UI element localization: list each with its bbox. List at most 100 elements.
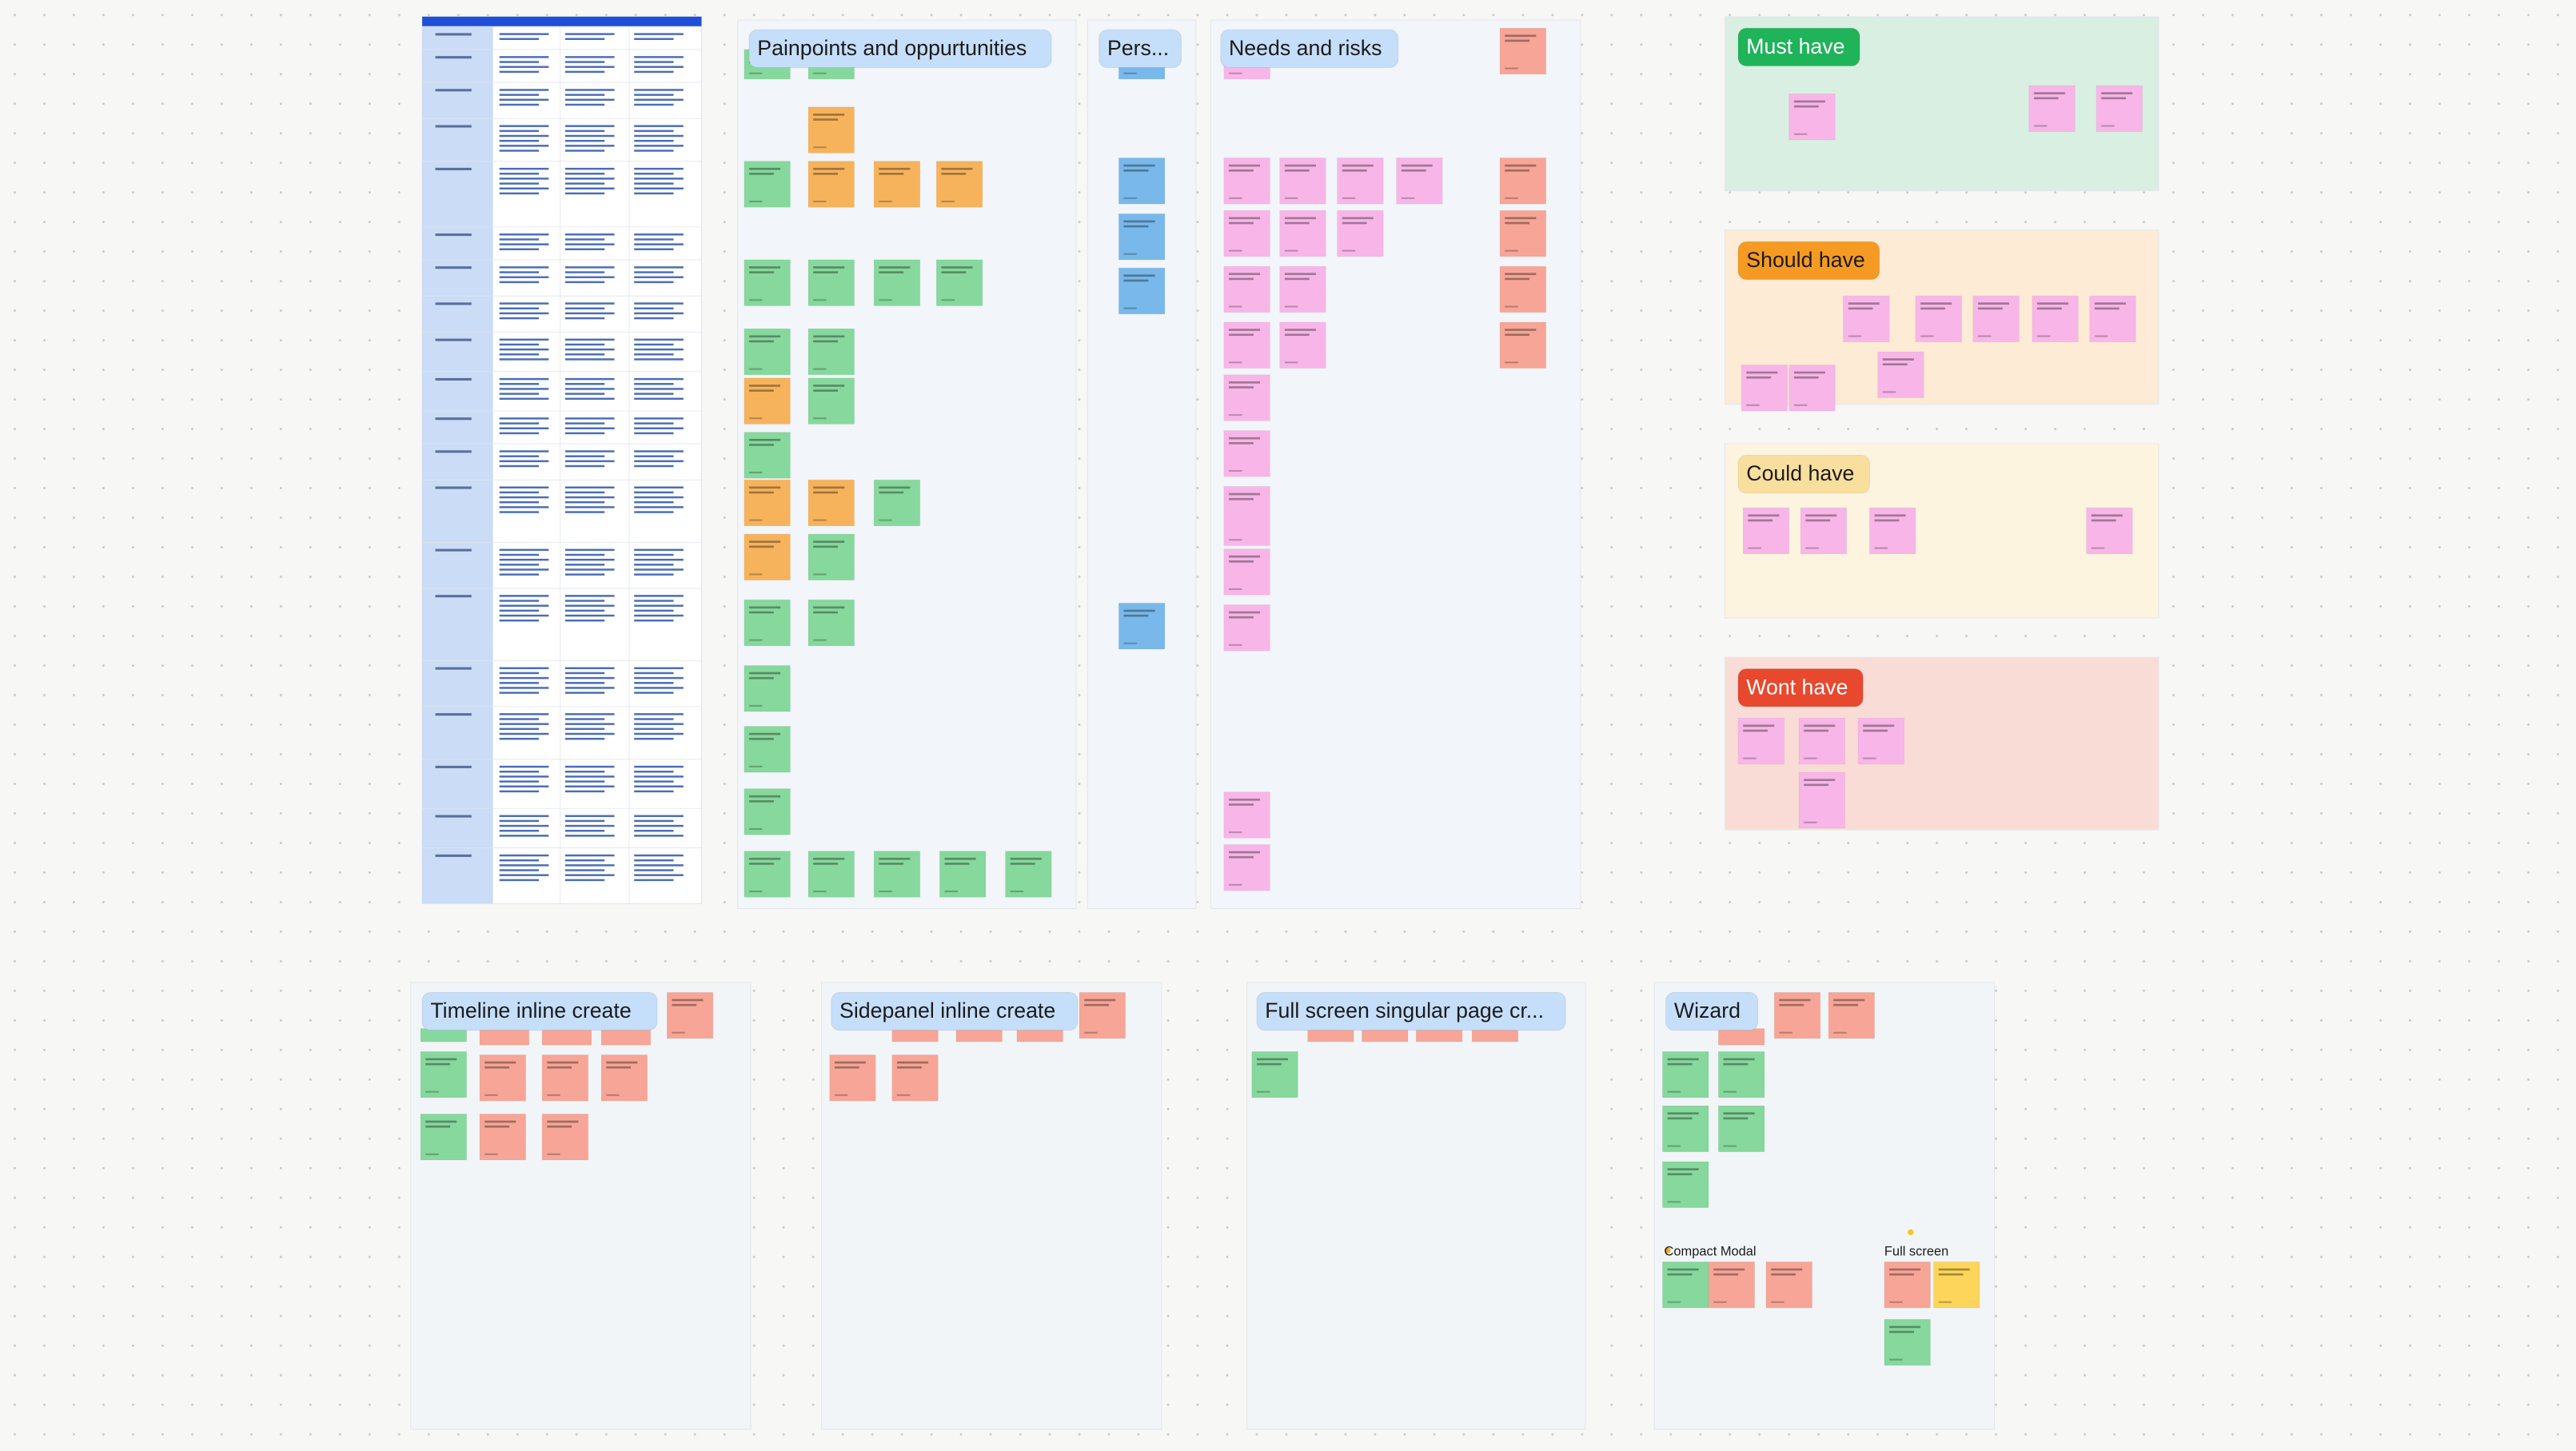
- sticky-note[interactable]: [541, 1028, 592, 1046]
- sticky-note[interactable]: [744, 533, 791, 581]
- sticky-note[interactable]: [1737, 717, 1784, 765]
- sticky-note[interactable]: [600, 1054, 648, 1102]
- sticky-note[interactable]: [1118, 157, 1166, 205]
- frame[interactable]: [1087, 19, 1197, 910]
- frame-title[interactable]: Wizard: [1674, 999, 1741, 1022]
- frame-title[interactable]: Pers...: [1107, 36, 1169, 60]
- sticky-note[interactable]: [1396, 157, 1443, 205]
- sticky-note[interactable]: [807, 851, 855, 898]
- sticky-note[interactable]: [744, 432, 791, 479]
- sticky-note[interactable]: [1798, 717, 1846, 765]
- sticky-note[interactable]: [744, 665, 791, 712]
- sticky-note[interactable]: [1499, 157, 1547, 205]
- sticky-note[interactable]: [1884, 1261, 1931, 1309]
- sticky-note[interactable]: [1662, 1105, 1709, 1153]
- sticky-note[interactable]: [2086, 507, 2133, 555]
- sticky-note[interactable]: [1499, 321, 1547, 369]
- sticky-note[interactable]: [1279, 157, 1326, 205]
- sticky-note[interactable]: [807, 377, 855, 425]
- sticky-note[interactable]: [1223, 321, 1270, 369]
- sticky-note[interactable]: [744, 851, 791, 898]
- sticky-note[interactable]: [1223, 265, 1270, 313]
- sticky-note[interactable]: [807, 599, 855, 647]
- sticky-note[interactable]: [1223, 844, 1270, 891]
- frame-title[interactable]: Wont have: [1746, 675, 1848, 699]
- sticky-note[interactable]: [891, 1054, 939, 1102]
- frame-title[interactable]: Needs and risks: [1229, 36, 1382, 60]
- sticky-note[interactable]: [807, 259, 855, 306]
- sticky-note[interactable]: [807, 533, 855, 581]
- sticky-note[interactable]: [1337, 209, 1384, 257]
- frame-title[interactable]: Must have: [1746, 34, 1844, 58]
- sticky-note[interactable]: [1717, 1050, 1765, 1098]
- sticky-note[interactable]: [1499, 265, 1547, 313]
- sticky-note[interactable]: [873, 161, 921, 208]
- sticky-note[interactable]: [744, 377, 791, 425]
- sticky-note[interactable]: [1843, 295, 1890, 343]
- sticky-note[interactable]: [420, 1114, 467, 1161]
- sticky-note[interactable]: [744, 259, 791, 306]
- sticky-note[interactable]: [2095, 85, 2143, 133]
- sticky-note[interactable]: [873, 851, 921, 898]
- sticky-note[interactable]: [666, 992, 714, 1039]
- sticky-note[interactable]: [1877, 351, 1924, 398]
- frame-title[interactable]: Timeline inline create: [430, 999, 631, 1022]
- frame-title[interactable]: Sidepanel inline create: [839, 999, 1055, 1022]
- sticky-note[interactable]: [1079, 992, 1126, 1039]
- sticky-note[interactable]: [1118, 603, 1166, 650]
- sticky-note[interactable]: [1279, 209, 1326, 257]
- sticky-note[interactable]: [1869, 507, 1916, 555]
- sticky-note[interactable]: [1223, 548, 1270, 596]
- sticky-note[interactable]: [1223, 486, 1270, 546]
- sticky-note[interactable]: [935, 161, 983, 208]
- sticky-note[interactable]: [541, 1054, 589, 1102]
- frame[interactable]: [1653, 982, 1996, 1430]
- sticky-note[interactable]: [1118, 267, 1166, 315]
- sticky-note[interactable]: [1972, 295, 2020, 343]
- sticky-note[interactable]: [541, 1114, 589, 1161]
- sticky-note[interactable]: [744, 161, 791, 208]
- sticky-note[interactable]: [1223, 791, 1270, 839]
- sticky-note[interactable]: [1279, 265, 1326, 313]
- sticky-note[interactable]: [1788, 94, 1836, 141]
- sticky-note[interactable]: [479, 1054, 526, 1102]
- sticky-note[interactable]: [1798, 771, 1846, 829]
- sticky-note[interactable]: [829, 1054, 876, 1102]
- sticky-note[interactable]: [1223, 209, 1270, 257]
- sticky-note[interactable]: [1741, 365, 1788, 412]
- sticky-note[interactable]: [1662, 1050, 1709, 1098]
- sticky-note[interactable]: [1765, 1261, 1812, 1309]
- sticky-note[interactable]: [807, 328, 855, 376]
- sticky-note[interactable]: [1828, 992, 1875, 1039]
- sticky-note[interactable]: [1717, 1105, 1765, 1153]
- frame-title[interactable]: Painpoints and oppurtunities: [757, 36, 1027, 60]
- sticky-note[interactable]: [1251, 1050, 1298, 1098]
- sticky-note[interactable]: [744, 328, 791, 376]
- sticky-note[interactable]: [2028, 85, 2076, 133]
- sticky-note[interactable]: [420, 1050, 467, 1098]
- sticky-note[interactable]: [744, 726, 791, 773]
- frame-title[interactable]: Should have: [1746, 248, 1864, 272]
- sticky-note[interactable]: [1915, 295, 1962, 343]
- sticky-note[interactable]: [1337, 157, 1384, 205]
- sticky-note[interactable]: [2089, 295, 2136, 343]
- sticky-note[interactable]: [1223, 604, 1270, 652]
- sticky-note[interactable]: [807, 106, 855, 153]
- sticky-note[interactable]: [1662, 1161, 1709, 1209]
- sticky-note[interactable]: [935, 259, 983, 306]
- sticky-note[interactable]: [1662, 1261, 1709, 1309]
- sticky-note[interactable]: [1742, 507, 1790, 555]
- frame[interactable]: [410, 982, 752, 1430]
- frame[interactable]: [820, 982, 1162, 1430]
- sticky-note[interactable]: [2032, 295, 2079, 343]
- sticky-note[interactable]: [600, 1028, 652, 1046]
- sticky-note[interactable]: [479, 1028, 530, 1046]
- sticky-note[interactable]: [1118, 213, 1166, 261]
- sticky-note[interactable]: [1499, 209, 1547, 257]
- sticky-note[interactable]: [1933, 1261, 1980, 1309]
- sticky-note[interactable]: [1708, 1261, 1755, 1309]
- frame[interactable]: [1246, 982, 1586, 1430]
- sticky-note[interactable]: [1279, 321, 1326, 369]
- sticky-note[interactable]: [1884, 1318, 1931, 1366]
- sticky-note[interactable]: [1773, 992, 1821, 1039]
